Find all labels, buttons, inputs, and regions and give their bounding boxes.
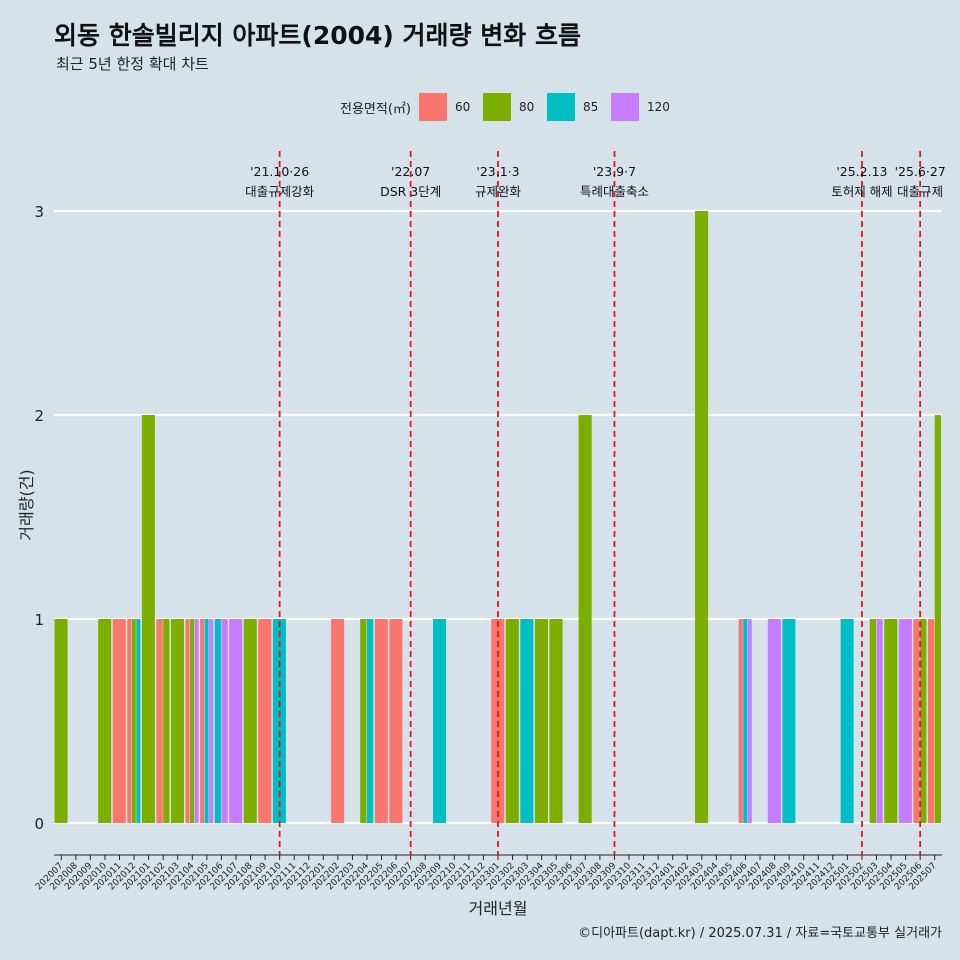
bar-60-202105: [200, 619, 205, 823]
legend-swatch-80: [482, 93, 511, 121]
legend: 전용면적(㎡) 60 80 85 120: [340, 93, 676, 121]
y-axis-title: 거래량(건): [17, 469, 36, 540]
bar-80-202010: [98, 619, 112, 823]
bar-120-202105: [209, 619, 214, 823]
bar-80-202507: [934, 415, 941, 823]
y-tick-label: 0: [34, 815, 44, 833]
bar-85-202501: [840, 619, 854, 823]
bar-60-202506: [913, 619, 920, 823]
bar-60-202507: [927, 619, 935, 823]
bar-60-202202: [331, 619, 345, 823]
event-desc-label: 대출규제: [897, 184, 943, 199]
bar-60-202012: [127, 619, 132, 823]
bar-120-202107: [229, 619, 243, 823]
bar-80-202403: [695, 211, 709, 823]
bar-60-202205: [374, 619, 388, 823]
bar-80-202503: [869, 619, 876, 823]
y-tick-label: 3: [34, 203, 44, 221]
bar-85-202105: [204, 619, 209, 823]
bar-80-202012: [131, 619, 136, 823]
source-caption: ©디아파트(dapt.kr) / 2025.07.31 / 자료=국토교통부 실…: [578, 926, 942, 941]
legend-item-60: 60: [418, 93, 477, 121]
bar-85-202106: [214, 619, 221, 823]
bar-80-202103: [170, 619, 185, 823]
bar-85-202012: [136, 619, 141, 823]
event-date-label: '23.9·7: [593, 164, 636, 179]
legend-item-80: 80: [482, 93, 541, 121]
bar-85-202303: [520, 619, 534, 823]
x-axis-title: 거래년월: [469, 899, 528, 918]
bar-85-202204: [366, 619, 374, 823]
bar-120-202104: [194, 619, 199, 823]
bar-80-202307: [578, 415, 592, 823]
bar-80-202108: [243, 619, 257, 823]
bar-80-202104: [190, 619, 195, 823]
bar-120-202503: [876, 619, 883, 823]
event-desc-label: 규제완화: [475, 184, 522, 199]
bar-120-202106: [221, 619, 228, 823]
legend-label-60: 60: [454, 100, 471, 114]
bar-120-202408: [767, 619, 781, 823]
chart-title: 외동 한솔빌리지 아파트(2004) 거래량 변화 흐름: [54, 21, 581, 50]
bar-80-202506: [920, 619, 927, 823]
bar-85-202406: [743, 619, 748, 823]
event-desc-label: 토허제 해제: [831, 184, 892, 199]
bar-60-202406: [738, 619, 743, 823]
bar-80-202302: [505, 619, 519, 823]
bar-80-202101: [141, 415, 155, 823]
bar-120-202505: [898, 619, 912, 823]
legend-item-85: 85: [546, 93, 605, 121]
bar-85-202209: [432, 619, 447, 823]
bar-60-202104: [185, 619, 190, 823]
bar-80-202305: [549, 619, 563, 823]
legend-item-120: 120: [610, 93, 670, 121]
legend-label-80: 80: [518, 100, 535, 114]
bar-80-202102: [163, 619, 170, 823]
legend-label-85: 85: [582, 100, 599, 114]
bar-85-202409: [782, 619, 796, 823]
chart-subtitle: 최근 5년 한정 확대 차트: [56, 55, 209, 73]
legend-swatch-120: [610, 93, 639, 121]
event-date-label: '25.2.13: [836, 164, 887, 179]
event-desc-label: DSR 3단계: [380, 184, 441, 199]
legend-swatch-85: [546, 93, 575, 121]
legend-title: 전용면적(㎡): [340, 101, 411, 117]
y-tick-label: 2: [34, 407, 44, 425]
bar-60-202206: [389, 619, 403, 823]
bar-60-202109: [258, 619, 272, 823]
bar-80-202304: [534, 619, 548, 823]
bar-60-202102: [156, 619, 163, 823]
event-desc-label: 대출규제강화: [245, 184, 315, 199]
bar-80-202204: [360, 619, 367, 823]
legend-label-120: 120: [646, 100, 670, 114]
y-tick-label: 1: [34, 611, 44, 629]
bar-60-202011: [112, 619, 126, 823]
event-date-label: '23.1·3: [476, 164, 519, 179]
event-date-label: '21.10·26: [250, 164, 309, 179]
bar-80-202504: [884, 619, 898, 823]
event-date-label: '25.6·27: [895, 164, 946, 179]
legend-swatch-60: [418, 93, 447, 121]
bar-120-202406: [747, 619, 752, 823]
event-date-label: '22.07: [391, 164, 430, 179]
bar-80-202007: [54, 619, 68, 823]
event-desc-label: 특례대출축소: [580, 184, 649, 199]
